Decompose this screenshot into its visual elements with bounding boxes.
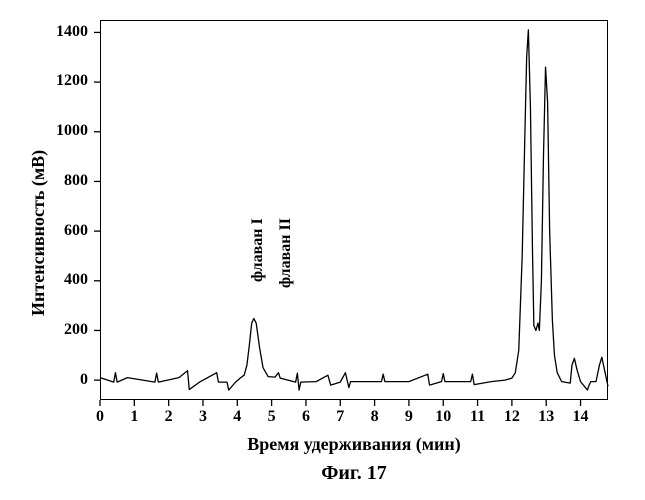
x-tick-label: 11: [463, 408, 493, 426]
peak-label: флаван I: [249, 218, 267, 282]
x-tick-label: 3: [188, 408, 218, 426]
y-tick-label: 1000: [0, 122, 88, 140]
x-tick-label: 5: [257, 408, 287, 426]
peak-label: флаван II: [277, 218, 295, 288]
y-tick-label: 600: [0, 222, 88, 240]
x-tick-label: 1: [119, 408, 149, 426]
x-tick-label: 13: [531, 408, 561, 426]
figure-caption: Фиг. 17: [100, 462, 608, 485]
y-tick-label: 400: [0, 271, 88, 289]
x-tick-label: 9: [394, 408, 424, 426]
y-tick-label: 0: [0, 371, 88, 389]
chromatogram-figure: Интенсивность (мВ) Время удерживания (ми…: [0, 0, 645, 500]
x-tick-label: 10: [428, 408, 458, 426]
y-tick-label: 800: [0, 172, 88, 190]
x-axis-label: Время удерживания (мин): [100, 434, 608, 455]
x-tick-label: 12: [497, 408, 527, 426]
x-tick-label: 4: [222, 408, 252, 426]
y-tick-label: 1400: [0, 23, 88, 41]
x-tick-label: 0: [85, 408, 115, 426]
y-tick-label: 200: [0, 321, 88, 339]
y-tick-label: 1200: [0, 72, 88, 90]
x-tick-label: 7: [325, 408, 355, 426]
x-tick-label: 2: [154, 408, 184, 426]
x-tick-label: 8: [360, 408, 390, 426]
x-tick-label: 14: [566, 408, 596, 426]
x-tick-label: 6: [291, 408, 321, 426]
